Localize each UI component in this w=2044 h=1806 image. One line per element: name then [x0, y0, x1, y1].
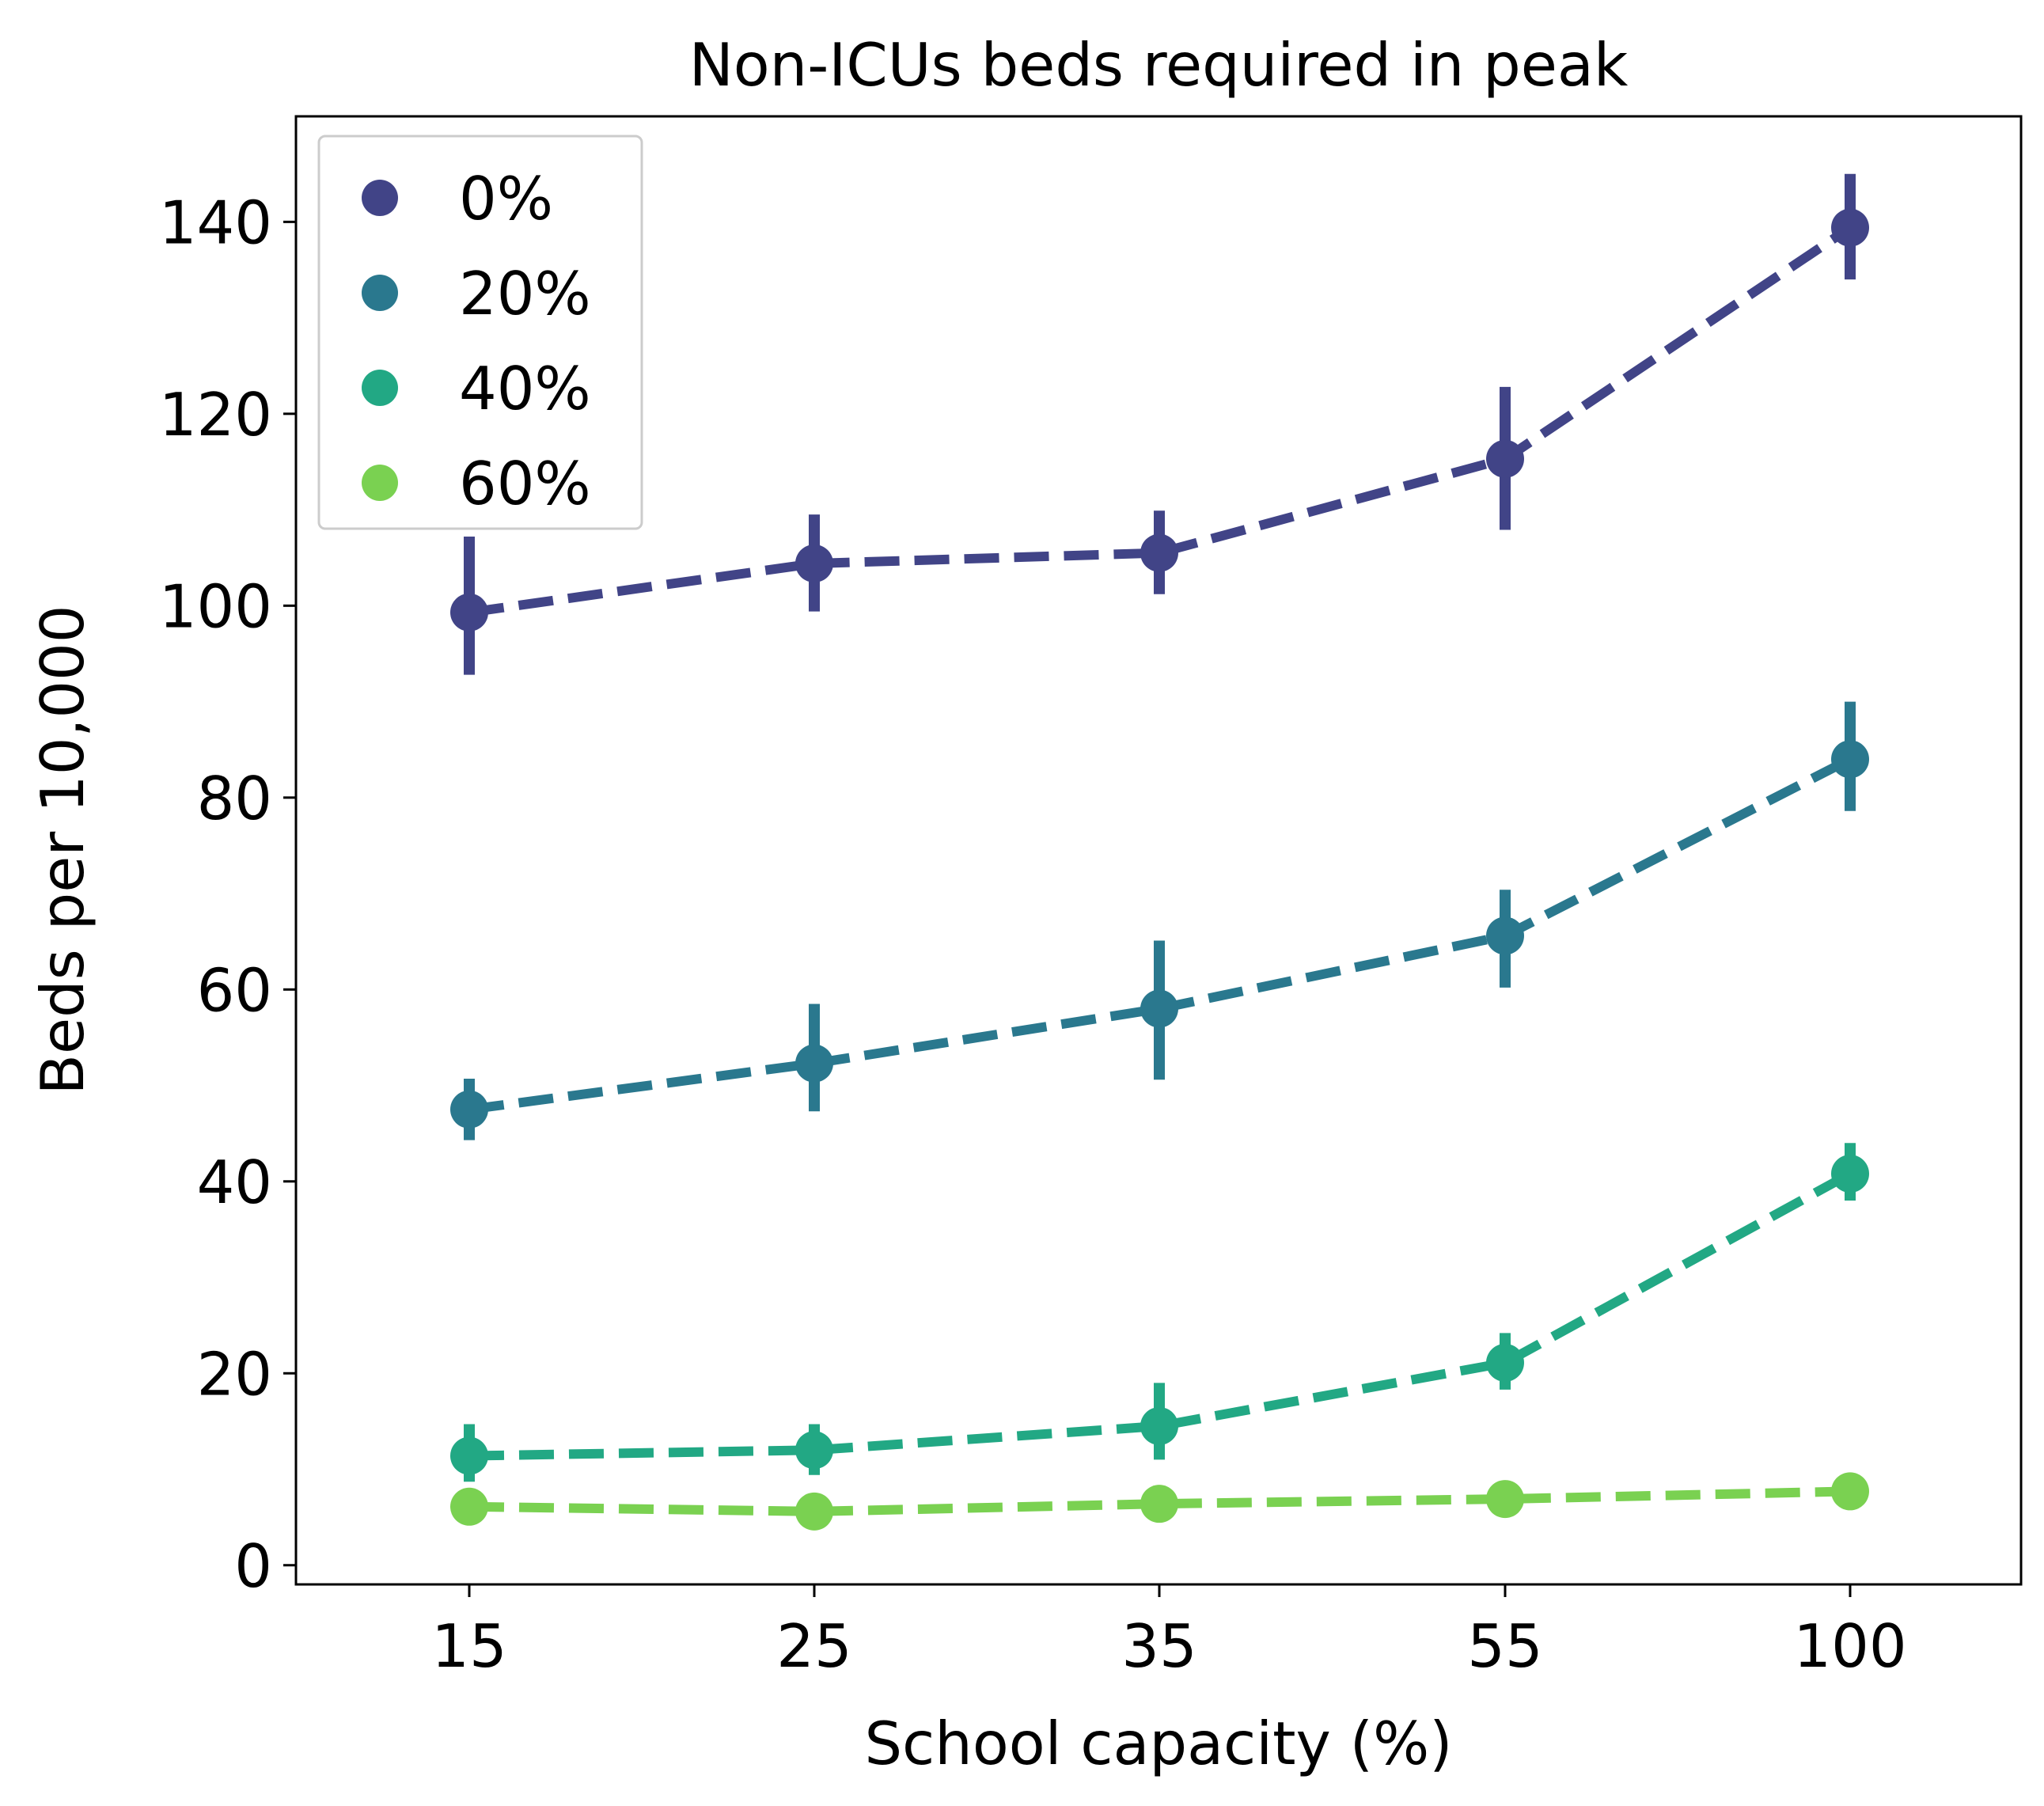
point-0%-25 [795, 544, 833, 582]
legend-marker-0% [362, 180, 398, 216]
legend-label-60%: 60% [459, 449, 591, 518]
x-axis-title: School capacity (%) [864, 1709, 1452, 1778]
y-tick-label-60: 60 [197, 955, 272, 1025]
point-20%-100 [1831, 740, 1869, 779]
legend-label-40%: 40% [459, 354, 591, 423]
x-tick-label-55: 55 [1467, 1611, 1542, 1681]
series-0% [450, 173, 1869, 675]
legend-marker-20% [362, 275, 398, 311]
point-40%-15 [450, 1436, 488, 1475]
point-20%-15 [450, 1090, 488, 1129]
legend-label-0%: 0% [459, 164, 553, 233]
point-20%-25 [795, 1044, 833, 1083]
legend-frame [317, 135, 643, 530]
series-40% [450, 1143, 1869, 1482]
y-tick-label-0: 0 [234, 1531, 272, 1601]
point-0%-55 [1486, 439, 1524, 478]
point-20%-55 [1486, 916, 1524, 955]
chart-title: Non-ICUs beds required in peak [689, 30, 1629, 100]
y-tick-label-20: 20 [197, 1339, 272, 1409]
point-60%-35 [1140, 1485, 1178, 1523]
legend-marker-40% [362, 370, 398, 406]
point-0%-15 [450, 593, 488, 632]
legend-label-20%: 20% [459, 259, 591, 328]
legend: 0% 20% 40% 60% [317, 135, 643, 530]
y-tick-label-80: 80 [197, 764, 272, 833]
series-60% [450, 1472, 1869, 1531]
series-20% [450, 701, 1869, 1140]
y-axis: 0 20 40 60 80 100 120 140 [159, 188, 296, 1601]
point-0%-100 [1831, 208, 1869, 247]
point-20%-35 [1140, 989, 1178, 1028]
point-40%-25 [795, 1431, 833, 1470]
point-40%-35 [1140, 1406, 1178, 1445]
point-0%-35 [1140, 533, 1178, 572]
point-40%-55 [1486, 1343, 1524, 1382]
x-tick-label-100: 100 [1793, 1611, 1906, 1681]
point-60%-100 [1831, 1472, 1869, 1511]
point-60%-55 [1486, 1480, 1524, 1519]
y-tick-label-100: 100 [159, 571, 272, 641]
legend-marker-60% [362, 465, 398, 501]
y-tick-label-40: 40 [197, 1148, 272, 1217]
point-40%-100 [1831, 1155, 1869, 1193]
series-line-40% [468, 1169, 1852, 1461]
x-axis: 15 25 35 55 100 [431, 1584, 1907, 1681]
series-line-20% [468, 754, 1852, 1114]
point-60%-25 [795, 1492, 833, 1531]
y-tick-label-140: 140 [159, 188, 272, 257]
x-tick-label-25: 25 [776, 1611, 851, 1681]
series-line-0% [468, 223, 1853, 617]
point-60%-15 [450, 1487, 488, 1526]
x-tick-label-35: 35 [1121, 1611, 1196, 1681]
series-line-60% [468, 1486, 1851, 1516]
plot-area [450, 173, 1869, 1531]
y-tick-label-120: 120 [159, 380, 272, 450]
y-axis-title: Beds per 10,000 [28, 605, 97, 1095]
x-tick-label-15: 15 [431, 1611, 506, 1681]
